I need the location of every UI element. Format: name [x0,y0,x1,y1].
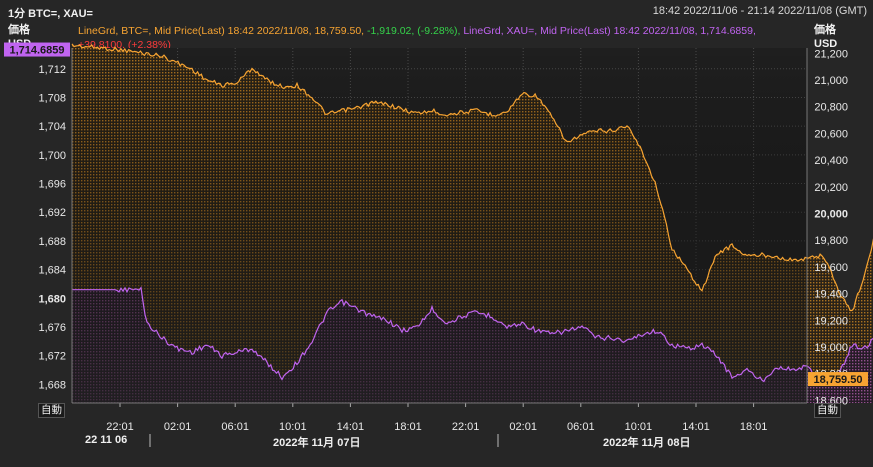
auto-scale-left[interactable]: 自動 [38,403,65,418]
left-tick-label: 1,692 [38,207,66,219]
left-tick-label: 1,696 [38,179,66,191]
right-tick-label: 19,000 [814,342,848,354]
left-tick-label: 1,700 [38,150,66,162]
auto-scale-right[interactable]: 自動 [814,403,841,418]
left-tick-label: 1,708 [38,92,66,104]
right-tick-label: 21,000 [814,75,848,87]
x-tick-label: 02:01 [509,421,537,433]
right-tick-label: 20,000 [814,208,848,220]
axes: 22:01 02:01 06:01 10:01 14:01 18:01 22:01 02:01… [4,42,868,447]
right-tick-label: 19,800 [814,235,848,247]
x-tick-label: 02:01 [164,421,192,433]
top-bar: 1分 BTC=, XAU= 18:42 2022/11/06 - 21:14 2… [0,0,873,22]
date-label-3: 2022年 11月 08日 [603,437,691,449]
chart-title: 1分 BTC=, XAU= [8,8,93,20]
series-lines [71,43,873,386]
time-range: 18:42 2022/11/06 - 21:14 2022/11/08 (GMT… [652,5,867,17]
right-tick-label: 20,600 [814,128,848,140]
x-tick-label: 18:01 [740,421,768,433]
date-label-2: 2022年 11月 07日 [273,437,361,449]
left-tick-label: 1,668 [38,379,66,391]
x-tick-label: 10:01 [279,421,307,433]
btc-line [71,43,873,312]
x-tick-label: 06:01 [221,421,249,433]
xau-last-value-label: 1,714.6859 [9,45,64,57]
btc-last-value-label: 18,759.50 [814,374,863,386]
x-tick-label: 22:01 [452,421,480,433]
x-tick-label: 14:01 [337,421,365,433]
legend-btc-change: -1,919.02, (-9.28%), [367,25,461,37]
right-tick-label: 20,800 [814,102,848,114]
left-tick-label: 1,676 [38,322,66,334]
btc-last-value-badge [808,372,868,387]
right-tick-label: 20,400 [814,155,848,167]
right-tick-label: 19,200 [814,315,848,327]
left-tick-label: 1,688 [38,236,66,248]
x-tick-label: 06:01 [567,421,595,433]
right-axis-unit: 価格 USD [814,23,837,51]
x-tick-label: 10:01 [625,421,653,433]
left-unit-line-1: 価格 [8,24,30,36]
date-label-1: 22 11 06 [85,434,128,446]
right-tick-label: 21,200 [814,48,848,60]
left-tick-label: 1,680 [38,293,66,305]
left-tick-label: 1,712 [38,64,66,76]
left-tick-label: 1,704 [38,121,66,133]
xau-line [72,286,873,386]
left-tick-label: 1,684 [38,265,66,277]
right-tick-label: 20,200 [814,182,848,194]
x-tick-label: 18:01 [394,421,422,433]
legend-xau: LineGrd, XAU=, Mid Price(Last) 18:42 202… [460,25,756,37]
right-tick-label: 19,600 [814,262,848,274]
xau-last-value-badge [4,42,70,57]
right-unit-line-1: 価格 [814,24,836,36]
x-tick-label: 22:01 [106,421,134,433]
left-tick-label: 1,672 [38,351,66,363]
right-unit-line-2: USD [814,38,838,50]
series-areas [72,43,873,403]
legend-btc: LineGrd, BTC=, Mid Price(Last) 18:42 202… [78,25,368,37]
area-shade [72,48,807,403]
x-tick-label: 14:01 [682,421,710,433]
right-tick-label: 19,400 [814,289,848,301]
